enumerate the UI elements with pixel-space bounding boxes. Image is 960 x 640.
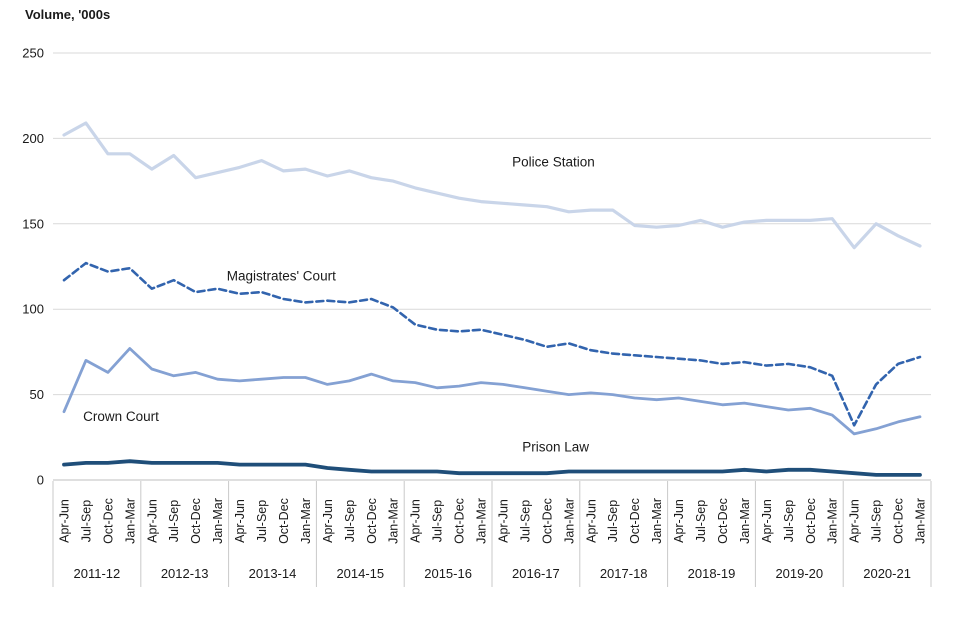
x-tick-quarter-label: Apr-Jun bbox=[57, 499, 71, 543]
x-tick-quarter-label: Oct-Dec bbox=[277, 498, 291, 544]
x-tick-quarter-label: Apr-Jun bbox=[848, 499, 862, 543]
x-tick-quarter-label: Jan-Mar bbox=[123, 498, 137, 544]
x-axis-year-label: 2014-15 bbox=[336, 566, 384, 581]
x-tick-quarter-label: Jan-Mar bbox=[387, 498, 401, 544]
x-axis-year-label: 2017-18 bbox=[600, 566, 648, 581]
x-axis-year-label: 2016-17 bbox=[512, 566, 560, 581]
series-line-police-station bbox=[62, 121, 922, 250]
x-tick-quarter-label: Jan-Mar bbox=[299, 498, 313, 544]
x-tick-quarter-label: Apr-Jun bbox=[145, 499, 159, 543]
x-tick-quarter-label: Apr-Jun bbox=[672, 499, 686, 543]
x-tick-quarter-label: Apr-Jun bbox=[409, 499, 423, 543]
x-tick-quarter-label: Jul-Sep bbox=[518, 500, 532, 542]
x-tick-quarter-label: Oct-Dec bbox=[804, 498, 818, 544]
x-axis-year-label: 2020-21 bbox=[863, 566, 911, 581]
series-line-crown-court bbox=[62, 347, 922, 436]
x-tick-quarter-label: Jan-Mar bbox=[650, 498, 664, 544]
x-tick-quarter-label: Oct-Dec bbox=[628, 498, 642, 544]
x-axis-year-label: 2018-19 bbox=[688, 566, 736, 581]
x-axis-year-label: 2012-13 bbox=[161, 566, 209, 581]
x-tick-quarter-label: Jan-Mar bbox=[562, 498, 576, 544]
x-tick-quarter-label: Jul-Sep bbox=[343, 500, 357, 542]
x-tick-quarter-label: Oct-Dec bbox=[101, 498, 115, 544]
x-tick-quarter-label: Jan-Mar bbox=[211, 498, 225, 544]
series-line-magistrates-court bbox=[62, 261, 922, 427]
x-tick-quarter-label: Oct-Dec bbox=[716, 498, 730, 544]
x-axis-year-label: 2011-12 bbox=[74, 566, 121, 581]
y-tick-label: 250 bbox=[22, 46, 44, 61]
x-tick-quarter-label: Jul-Sep bbox=[694, 500, 708, 542]
y-tick-label: 0 bbox=[37, 473, 44, 488]
x-tick-quarter-label: Oct-Dec bbox=[540, 498, 554, 544]
x-tick-quarter-label: Jul-Sep bbox=[255, 500, 269, 542]
x-tick-quarter-label: Oct-Dec bbox=[189, 498, 203, 544]
x-tick-quarter-label: Jul-Sep bbox=[79, 500, 93, 542]
x-tick-quarter-label: Apr-Jun bbox=[233, 499, 247, 543]
x-tick-quarter-label: Jan-Mar bbox=[826, 498, 840, 544]
y-tick-label: 150 bbox=[22, 216, 44, 231]
x-tick-quarter-label: Oct-Dec bbox=[892, 498, 906, 544]
series-label-police-station: Police Station bbox=[512, 154, 595, 169]
x-tick-quarter-label: Jul-Sep bbox=[431, 500, 445, 542]
y-axis-title: Volume, '000s bbox=[25, 7, 111, 22]
x-tick-quarter-label: Oct-Dec bbox=[365, 498, 379, 544]
x-tick-quarter-label: Apr-Jun bbox=[321, 499, 335, 543]
series-label-prison-law: Prison Law bbox=[522, 440, 589, 455]
series-line-prison-law bbox=[62, 459, 922, 477]
y-tick-label: 200 bbox=[22, 131, 44, 146]
x-tick-quarter-label: Jan-Mar bbox=[738, 498, 752, 544]
x-tick-quarter-label: Jan-Mar bbox=[914, 498, 928, 544]
x-tick-quarter-label: Apr-Jun bbox=[496, 499, 510, 543]
x-tick-quarter-label: Jul-Sep bbox=[870, 500, 884, 542]
x-tick-quarter-label: Apr-Jun bbox=[760, 499, 774, 543]
x-axis-year-label: 2015-16 bbox=[424, 566, 472, 581]
x-axis-year-label: 2019-20 bbox=[775, 566, 823, 581]
x-tick-quarter-label: Apr-Jun bbox=[584, 499, 598, 543]
x-tick-quarter-label: Jul-Sep bbox=[606, 500, 620, 542]
x-tick-quarter-label: Jul-Sep bbox=[167, 500, 181, 542]
x-tick-quarter-label: Jan-Mar bbox=[475, 498, 489, 544]
series-label-crown-court: Crown Court bbox=[83, 409, 159, 424]
series-label-magistrates-court: Magistrates' Court bbox=[227, 269, 336, 284]
x-tick-quarter-label: Oct-Dec bbox=[453, 498, 467, 544]
y-tick-label: 50 bbox=[30, 387, 44, 402]
x-tick-quarter-label: Jul-Sep bbox=[782, 500, 796, 542]
y-tick-label: 100 bbox=[22, 302, 44, 317]
x-axis-year-label: 2013-14 bbox=[249, 566, 297, 581]
